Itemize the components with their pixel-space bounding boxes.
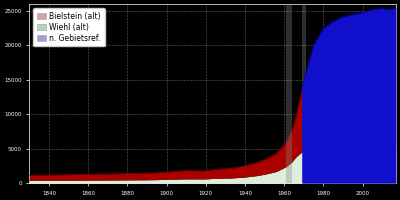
Bar	[286, 4, 292, 183]
Legend: Bielstein (alt), Wiehl (alt), n. Gebietsref.: Bielstein (alt), Wiehl (alt), n. Gebiets…	[33, 8, 105, 46]
Bar	[302, 4, 306, 183]
